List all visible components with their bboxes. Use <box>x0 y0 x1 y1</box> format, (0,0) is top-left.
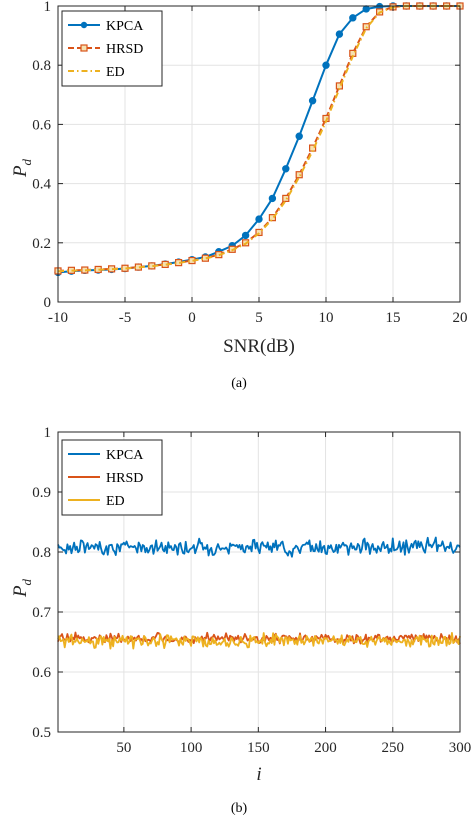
y-axis-label-sub: d <box>19 578 34 585</box>
data-point-kpca <box>295 132 303 140</box>
data-point-kpca <box>282 165 290 173</box>
y-tick-label: 0.8 <box>32 545 51 561</box>
chart-b: 50 100 150 200 250 300 0.5 0.6 0.7 0.8 0.9 1 i Pd KPCA… <box>10 425 472 816</box>
y-tick-label: 0.6 <box>32 665 51 681</box>
y-tick-label: 1 <box>44 0 52 15</box>
data-point-kpca <box>308 97 317 105</box>
x-tick-label: 300 <box>449 740 472 756</box>
y-tick-label: 0.5 <box>32 725 51 741</box>
data-point-kpca <box>268 194 277 203</box>
x-tick-label: 200 <box>314 740 337 756</box>
y-tick-label: 0.4 <box>32 177 51 193</box>
y-axis-label-main: P <box>10 585 31 598</box>
legend-label-kpca: KPCA <box>106 19 144 34</box>
x-tick-label: 20 <box>453 310 468 326</box>
data-point-hrsd <box>282 194 290 202</box>
figure-caption: (a) <box>231 376 247 391</box>
legend-label-ed: ED <box>106 494 125 509</box>
x-tick-label: 50 <box>116 740 131 756</box>
figure-caption: (b) <box>231 801 248 816</box>
x-tick-label: 100 <box>180 740 203 756</box>
x-tick-label: -5 <box>119 310 132 326</box>
legend-label-hrsd: HRSD <box>106 42 143 57</box>
x-tick-label: 0 <box>188 310 196 326</box>
data-point-kpca <box>241 231 250 240</box>
y-tick-label: 0.2 <box>32 236 51 252</box>
data-point-hrsd <box>268 214 276 222</box>
series-line-ed <box>57 632 461 650</box>
data-point-hrsd <box>255 228 263 237</box>
data-point-kpca <box>335 30 344 38</box>
legend-label-ed: ED <box>106 65 125 80</box>
data-point-kpca <box>362 5 370 13</box>
x-tick-label: 150 <box>247 740 270 756</box>
y-axis-label: Pd <box>10 578 34 598</box>
data-point-kpca <box>322 61 330 69</box>
series-line-kpca <box>57 536 461 558</box>
y-axis-label-main: P <box>10 165 31 178</box>
x-tick-label: -10 <box>48 310 68 326</box>
data-point-hrsd <box>295 171 303 179</box>
y-axis-label: Pd <box>10 158 34 178</box>
chart-a: -10 -5 0 5 10 15 20 0 0.2 0.4 0.6 0.8 1 SNR(dB) Pd KPCA… <box>10 0 468 391</box>
x-tick-label: 15 <box>386 310 401 326</box>
y-tick-label: 0 <box>44 295 52 311</box>
x-tick-label: 250 <box>382 740 405 756</box>
x-axis-label: i <box>256 764 261 785</box>
data-point-kpca <box>255 215 263 223</box>
x-tick-label: 5 <box>255 310 263 326</box>
y-tick-label: 0.8 <box>32 58 51 74</box>
axes-box <box>57 431 461 733</box>
legend-label-hrsd: HRSD <box>106 471 143 486</box>
x-axis-label: SNR(dB) <box>223 336 295 357</box>
legend-label-kpca: KPCA <box>106 448 144 463</box>
y-tick-label: 0.9 <box>32 485 51 501</box>
y-tick-label: 0.6 <box>32 117 51 133</box>
legend-marker-kpca <box>80 21 88 29</box>
y-tick-label: 0.7 <box>32 605 51 621</box>
x-tick-label: 10 <box>319 310 334 326</box>
legend-marker-hrsd <box>80 44 88 52</box>
y-tick-label: 1 <box>44 425 52 441</box>
data-point-kpca <box>349 14 357 22</box>
y-axis-label-sub: d <box>19 158 34 165</box>
